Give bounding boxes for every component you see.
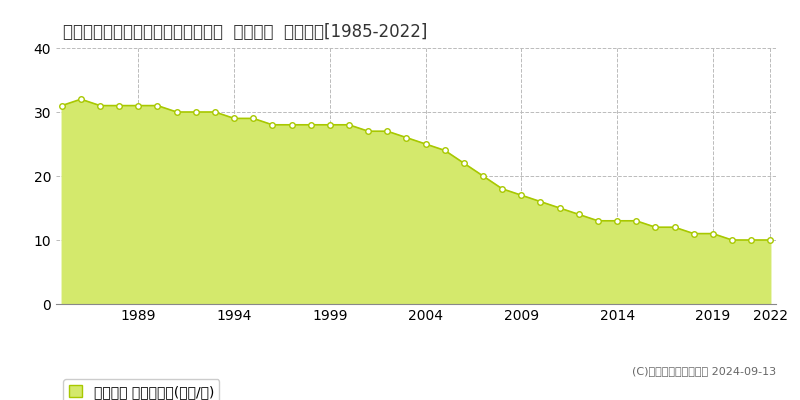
- Legend: 地価公示 平均坪単価(万円/坪): 地価公示 平均坪単価(万円/坪): [63, 380, 219, 400]
- Text: 北海道登別市中央町２丁目１２番８  地価公示  地価推移[1985-2022]: 北海道登別市中央町２丁目１２番８ 地価公示 地価推移[1985-2022]: [63, 23, 427, 41]
- Text: (C)土地価格ドットコム 2024-09-13: (C)土地価格ドットコム 2024-09-13: [632, 366, 776, 376]
